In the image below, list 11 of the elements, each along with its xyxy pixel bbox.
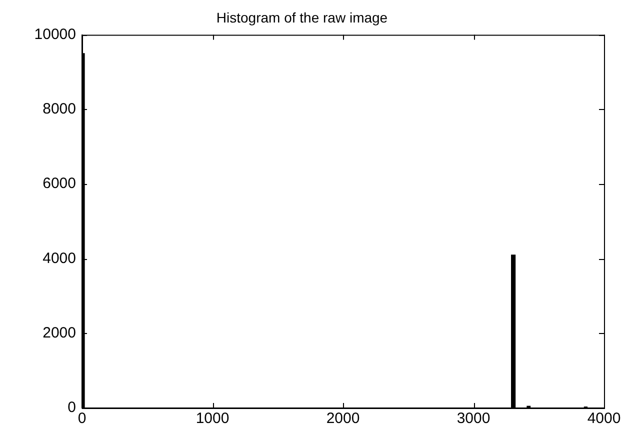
x-tick-label: 4000	[587, 410, 621, 428]
x-tick-label: 3000	[456, 410, 490, 428]
y-tick-label: 6000	[42, 175, 76, 192]
x-tick-label: 2000	[326, 410, 360, 428]
y-tick-label: 10000	[34, 26, 76, 43]
x-tick-label: 1000	[196, 410, 230, 428]
y-tick-label: 2000	[42, 324, 76, 342]
chart-title: Histogram of the raw image	[216, 9, 388, 26]
y-tick-label: 4000	[42, 250, 76, 267]
y-tick-label: 0	[68, 399, 76, 416]
y-tick-label: 8000	[42, 100, 76, 118]
